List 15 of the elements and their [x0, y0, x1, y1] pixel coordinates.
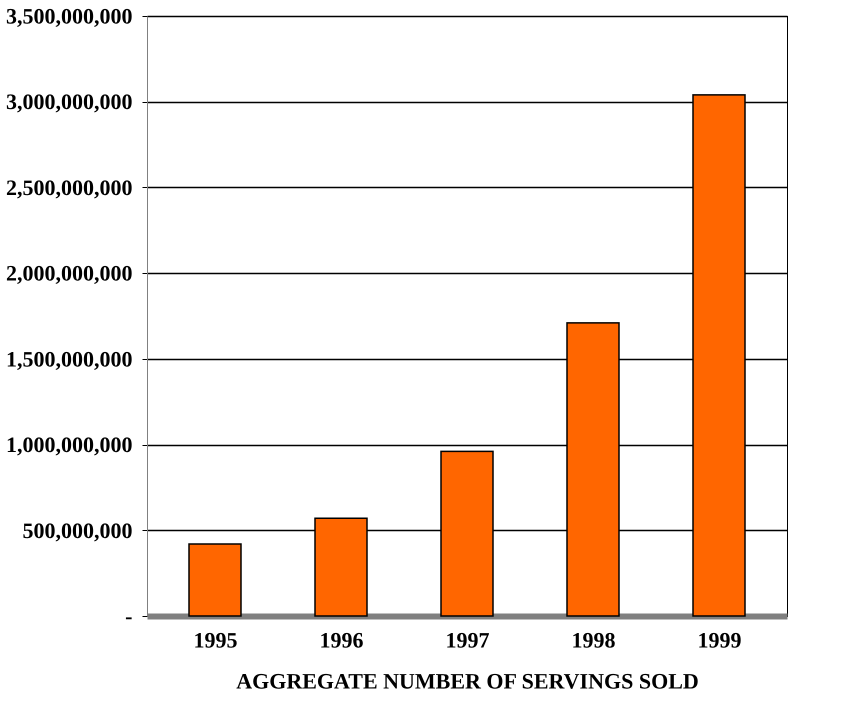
y-tick-label: 500,000,000 — [22, 518, 132, 543]
y-tick-label: 2,500,000,000 — [6, 174, 132, 200]
y-tick-label: 1,000,000,000 — [6, 432, 132, 458]
x-tick-label: 1999 — [698, 628, 742, 652]
x-tick-label: 1997 — [446, 628, 490, 652]
x-axis-title: AGGREGATE NUMBER OF SERVINGS SOLD — [236, 668, 699, 694]
y-tick-label: 2,000,000,000 — [6, 260, 132, 286]
x-tick-label: 1996 — [320, 628, 364, 652]
y-tick-label: 3,000,000,000 — [6, 89, 132, 114]
x-tick-label: 1995 — [194, 628, 238, 652]
y-tick-label: 1,500,000,000 — [6, 346, 132, 372]
y-tick-label: 3,500,000,000 — [6, 4, 132, 28]
y-tick-label: - — [125, 604, 132, 628]
bar — [188, 543, 242, 617]
x-tick-label: 1998 — [572, 628, 616, 652]
